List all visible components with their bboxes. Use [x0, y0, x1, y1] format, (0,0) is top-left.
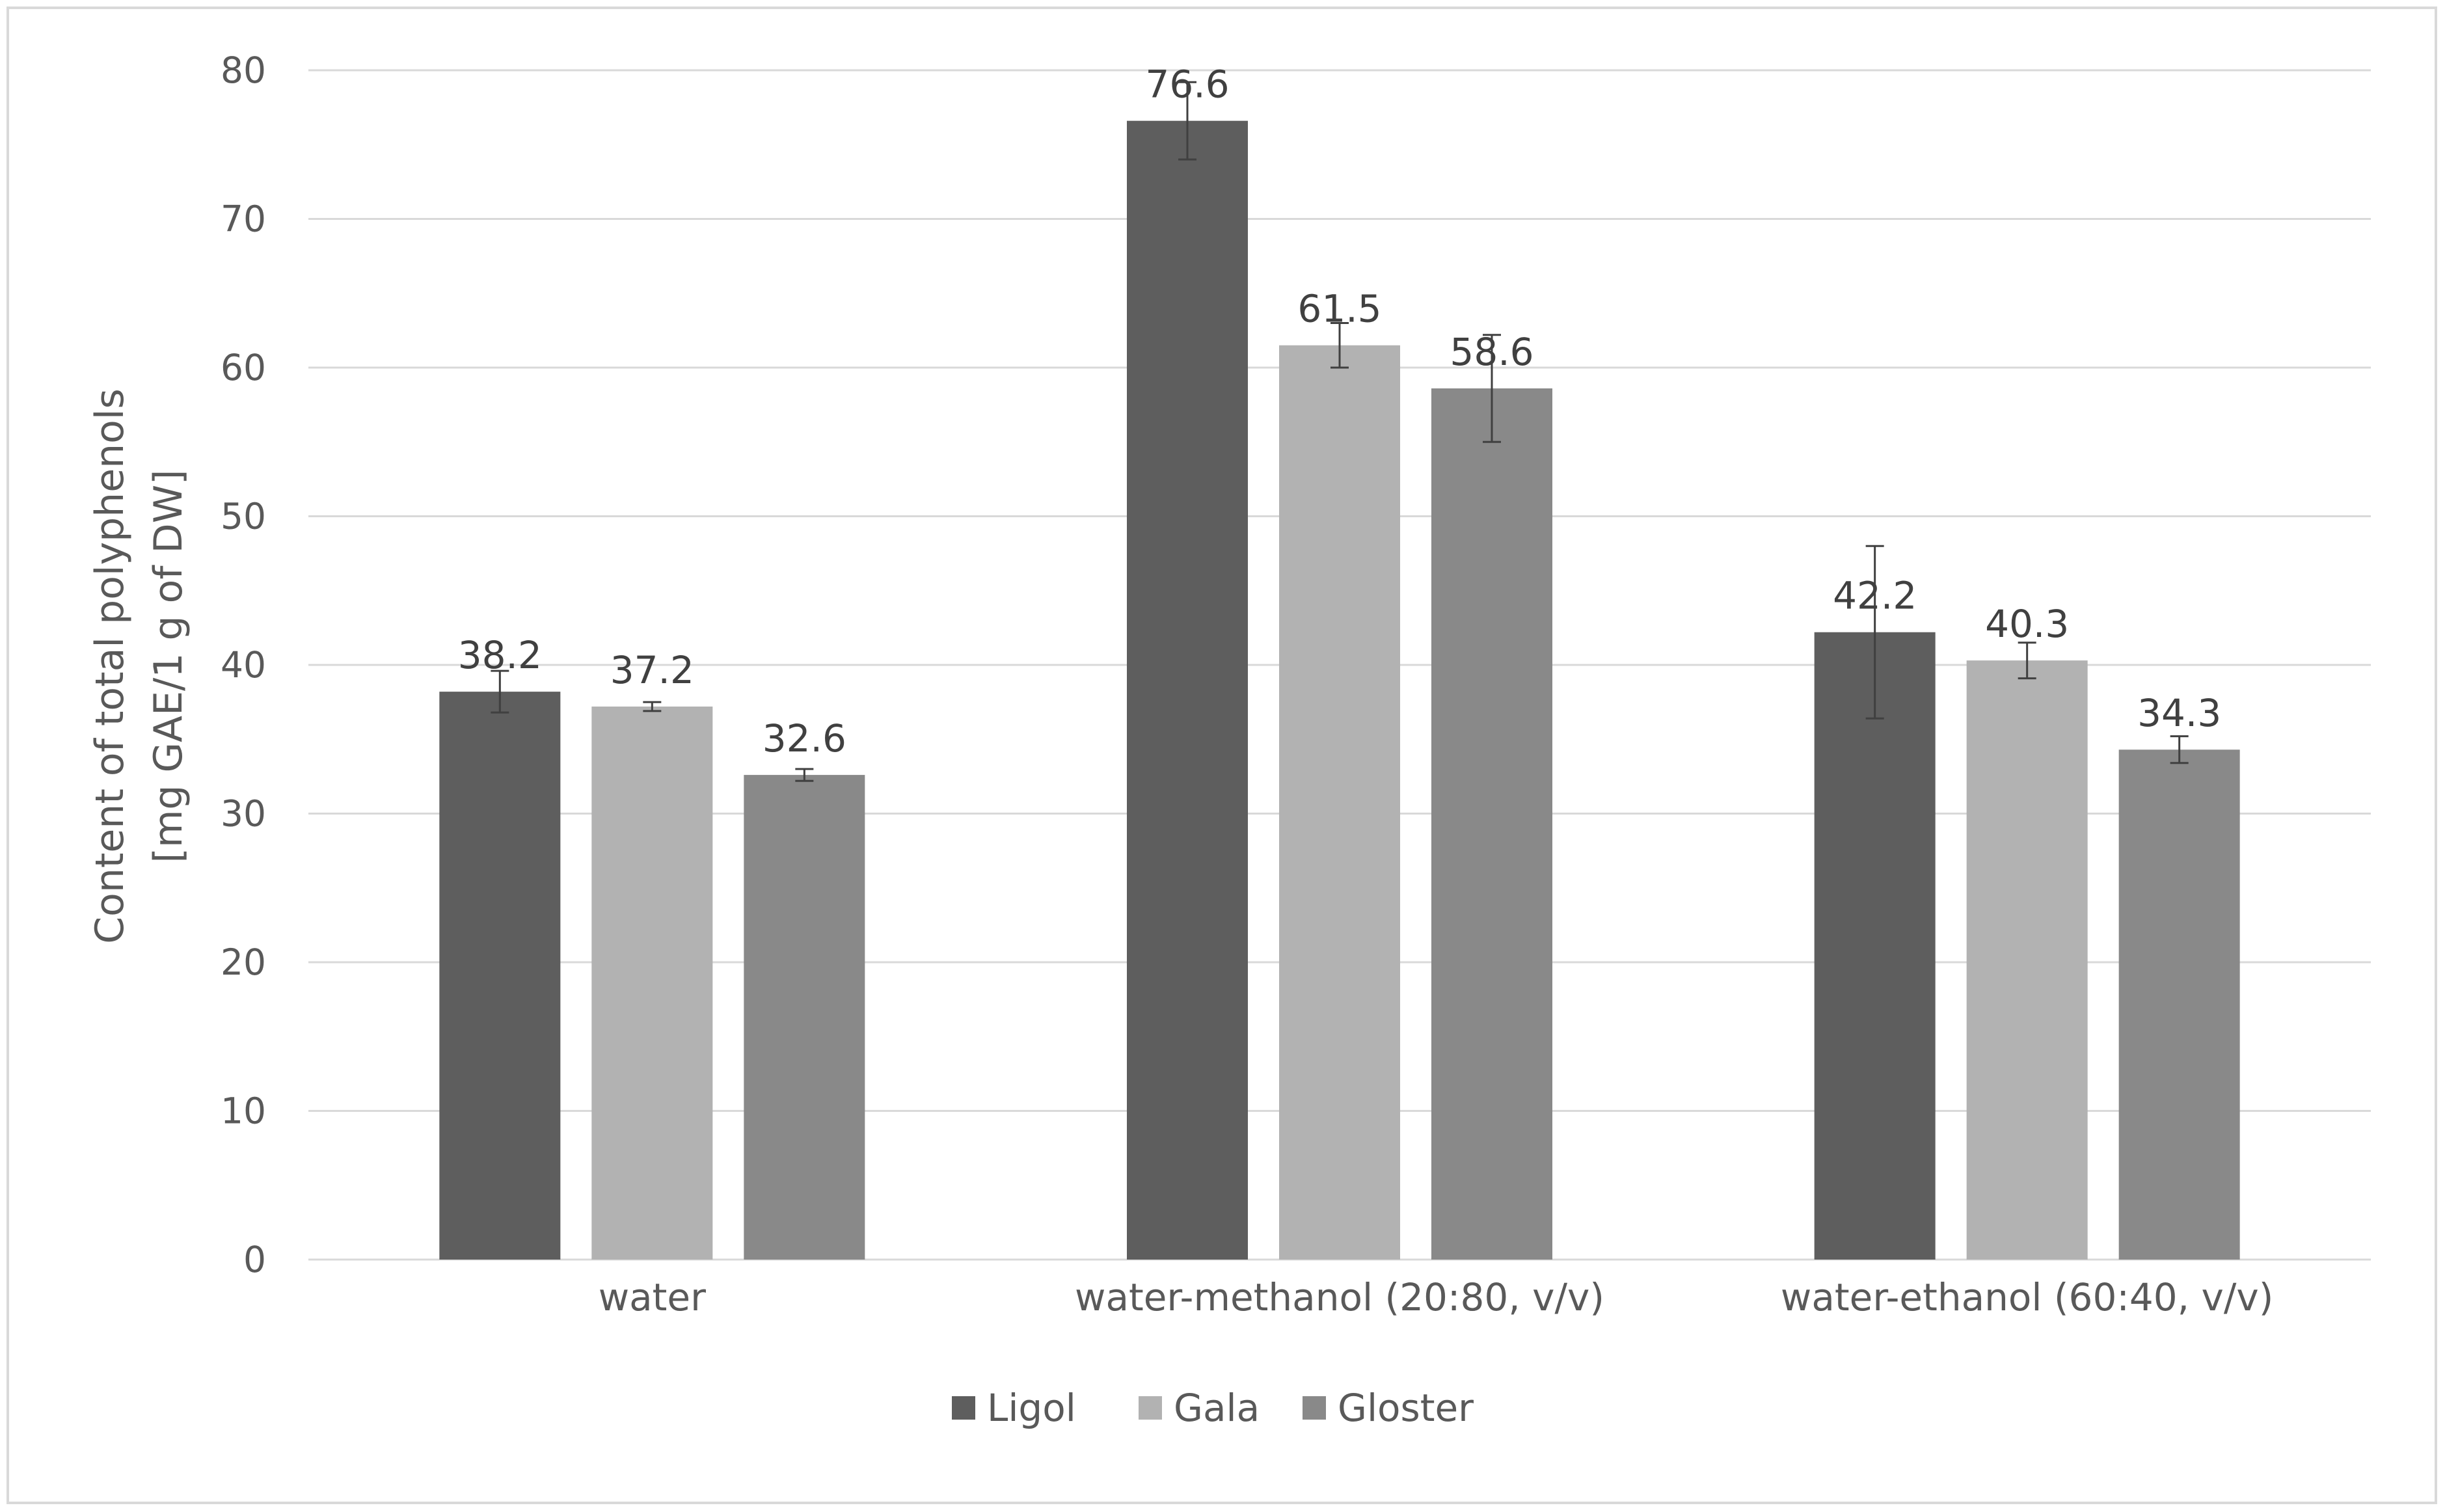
data-label-gala: 61.5 [1297, 287, 1381, 331]
error-bars [491, 81, 2189, 782]
bar-ligol [1127, 120, 1248, 1260]
y-tick-label: 0 [243, 1239, 266, 1280]
data-label-ligol: 38.2 [458, 633, 542, 677]
x-category-label: water-ethanol (60:40, v/v) [1781, 1275, 2273, 1319]
bar-gloster [744, 775, 865, 1260]
legend-swatch-gloster [1303, 1396, 1326, 1420]
y-axis-title-line-2: [mg GAE/1 g of DW] [146, 470, 191, 863]
y-axis-title-line-1: Content of total polyphenols [87, 388, 133, 944]
data-label-gala: 40.3 [1985, 602, 2069, 646]
data-label-ligol: 42.2 [1833, 574, 1917, 618]
legend-label-ligol: Ligol [987, 1386, 1076, 1430]
x-category-label: water [599, 1275, 706, 1319]
data-label-gloster: 34.3 [2137, 691, 2221, 735]
y-tick-label: 10 [221, 1090, 266, 1132]
data-labels: 38.2 37.2 32.6 76.6 61.5 58.6 42.2 40.3 34.3 [458, 62, 2221, 761]
y-tick-label: 80 [221, 49, 266, 91]
data-label-ligol: 76.6 [1145, 62, 1229, 107]
bar-ligol [439, 692, 561, 1260]
legend-swatch-gala [1139, 1396, 1162, 1420]
bar-gloster [2118, 749, 2240, 1260]
y-tick-label: 70 [221, 198, 266, 240]
y-tick-label: 60 [221, 347, 266, 388]
y-axis-title: Content of total polyphenols [mg GAE/1 g… [87, 388, 191, 944]
bar-ligol [1814, 632, 1936, 1260]
legend-label-gala: Gala [1174, 1386, 1260, 1430]
y-tick-label: 20 [221, 941, 266, 983]
bar-gala [1279, 345, 1400, 1260]
bar-gloster [1431, 388, 1552, 1260]
x-category-label: water-methanol (20:80, v/v) [1075, 1275, 1604, 1319]
x-axis-categories: water water-methanol (20:80, v/v) water-et… [599, 1275, 2274, 1319]
legend: Ligol Gala Gloster [952, 1386, 1474, 1430]
bar-gala [591, 706, 713, 1260]
data-label-gala: 37.2 [610, 648, 694, 692]
y-tick-label: 40 [221, 644, 266, 686]
data-label-gloster: 58.6 [1450, 330, 1533, 374]
bar-chart: 0 10 20 30 40 50 60 70 80 38.2 37.2 32.6 76.6 61.5 58… [87, 49, 2371, 1430]
legend-swatch-ligol [952, 1396, 975, 1420]
bar-gala [1966, 660, 2088, 1260]
chart-frame: 0 10 20 30 40 50 60 70 80 38.2 37.2 32.6 76.6 61.5 58… [7, 7, 2437, 1504]
y-tick-label: 50 [221, 496, 266, 537]
data-label-gloster: 32.6 [763, 716, 846, 761]
legend-label-gloster: Gloster [1338, 1386, 1474, 1430]
y-tick-label: 30 [221, 793, 266, 835]
bars [439, 120, 2240, 1260]
y-axis-ticks: 0 10 20 30 40 50 60 70 80 [221, 49, 266, 1280]
